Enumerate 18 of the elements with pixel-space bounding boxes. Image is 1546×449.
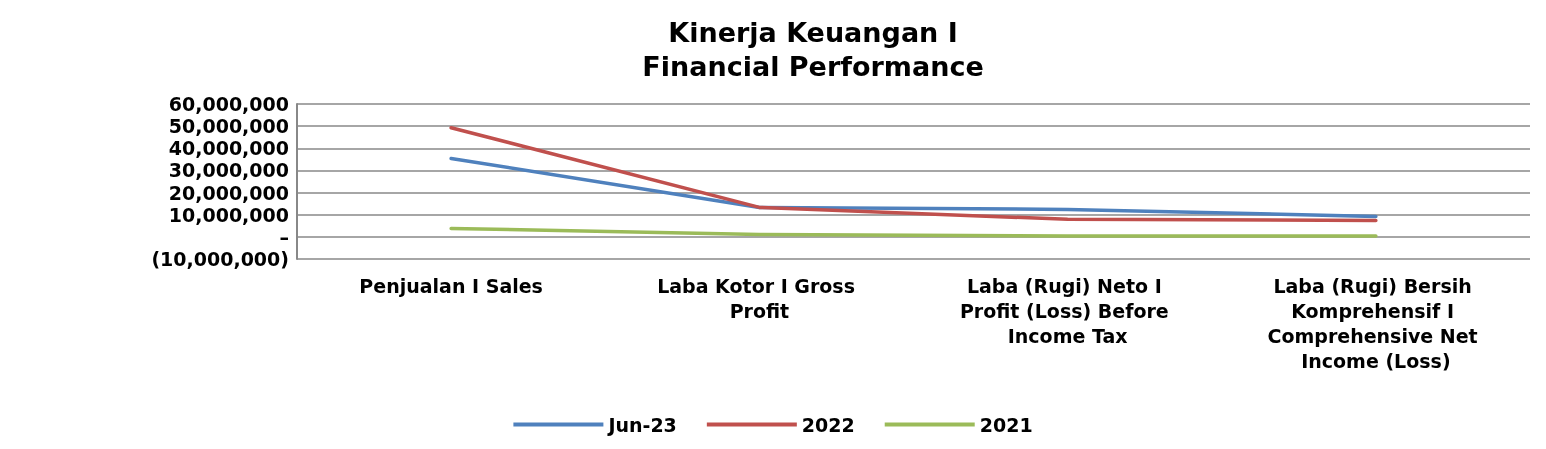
- legend-label: Jun-23: [606, 413, 677, 436]
- line-series: [449, 125, 1378, 223]
- x-tick-label: Penjualan I Sales: [359, 274, 543, 297]
- y-tick-label: 30,000,000: [168, 159, 289, 182]
- x-tick-label: Laba (Rugi) Neto I Profit (Loss) Before Income Tax: [959, 274, 1176, 347]
- legend-label: 2021: [979, 413, 1033, 436]
- chart-title: Kinerja Keuangan I Financial Performance: [642, 16, 984, 82]
- y-tick-label: –: [279, 225, 289, 248]
- y-tick-label: 40,000,000: [168, 137, 289, 160]
- y-tick-label: 50,000,000: [168, 115, 289, 138]
- x-tick-label: Laba (Rugi) Bersih Komprehensif I Comprehensive Net Income (Loss): [1267, 274, 1485, 372]
- y-tick-label: (10,000,000): [151, 248, 289, 270]
- y-tick-label: 60,000,000: [168, 93, 289, 115]
- y-tick-label: 10,000,000: [168, 203, 289, 226]
- x-tick-label: Laba Kotor I Gross Profit: [657, 274, 862, 322]
- line-series: [449, 156, 1378, 219]
- y-tick-label: 20,000,000: [168, 181, 289, 204]
- legend-label: 2022: [801, 413, 855, 436]
